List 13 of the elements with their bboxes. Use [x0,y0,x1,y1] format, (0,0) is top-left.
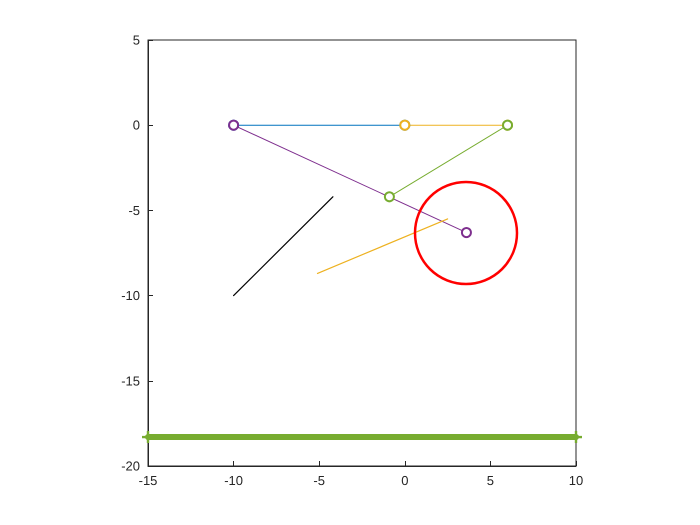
x-tick-label: 5 [486,473,494,488]
x-tick-label: 0 [401,473,408,488]
point [460,227,472,238]
y-tick-label: -15 [121,373,140,388]
y-tick-label: -20 [121,458,140,474]
y-tick-label: -5 [128,202,140,218]
x-tick-label: -5 [313,473,325,488]
x-tick-label: 10 [568,473,584,488]
point [384,191,395,202]
y-tick-label: 0 [132,118,140,133]
y-tick-label: -10 [121,288,140,304]
y-tick-label: 5 [132,32,140,48]
x-tick-label: -10 [224,473,243,488]
